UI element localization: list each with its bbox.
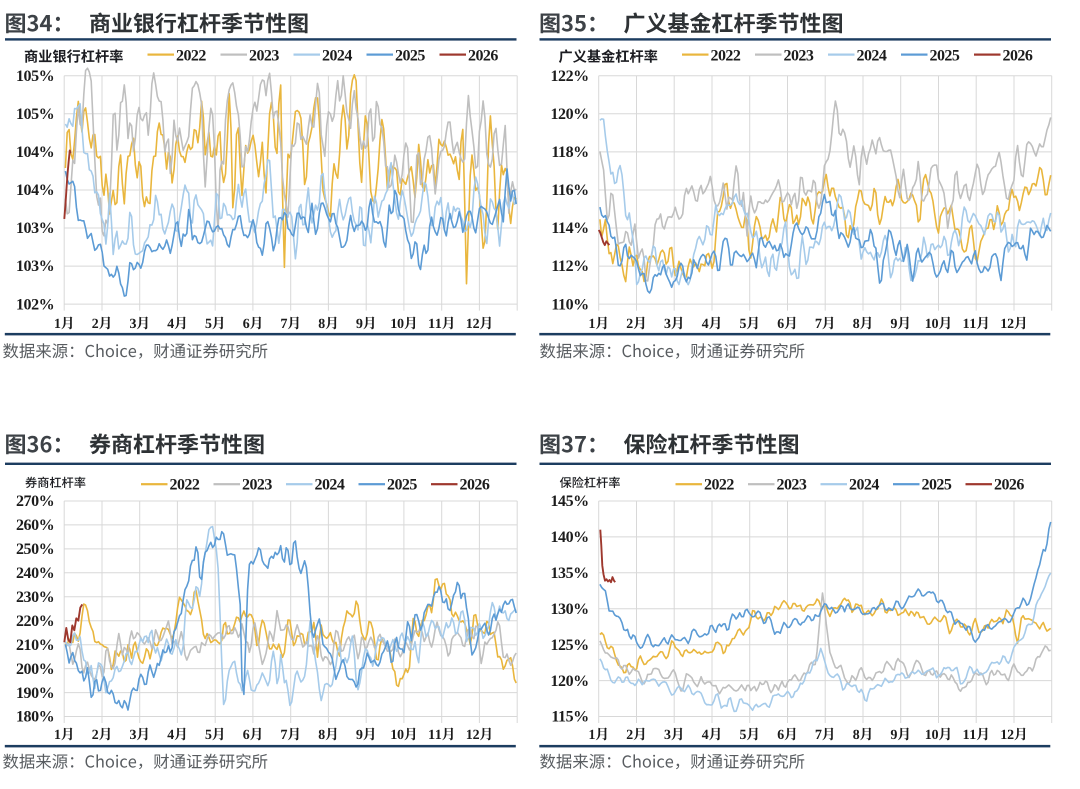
svg-text:230%: 230% [16, 589, 54, 606]
svg-text:145%: 145% [550, 493, 588, 510]
svg-text:2025: 2025 [922, 477, 952, 494]
svg-text:114%: 114% [551, 220, 588, 237]
svg-text:2026: 2026 [994, 477, 1024, 494]
svg-text:2026: 2026 [468, 47, 498, 64]
svg-text:210%: 210% [16, 637, 54, 654]
svg-text:220%: 220% [16, 613, 54, 630]
svg-text:2025: 2025 [395, 47, 425, 64]
svg-text:2023: 2023 [784, 47, 814, 64]
svg-text:112%: 112% [551, 258, 588, 275]
svg-text:110%: 110% [551, 296, 588, 313]
svg-text:140%: 140% [550, 529, 588, 546]
svg-text:104%: 104% [16, 182, 54, 199]
svg-text:2023: 2023 [249, 47, 279, 64]
svg-text:118%: 118% [551, 144, 588, 161]
svg-text:2022: 2022 [711, 47, 741, 64]
svg-text:120%: 120% [550, 673, 588, 690]
svg-text:190%: 190% [16, 685, 54, 702]
svg-text:2026: 2026 [1003, 47, 1033, 64]
svg-text:2025: 2025 [930, 47, 960, 64]
svg-text:240%: 240% [16, 565, 54, 582]
svg-text:200%: 200% [16, 661, 54, 678]
svg-text:135%: 135% [550, 565, 588, 582]
svg-text:2024: 2024 [849, 477, 879, 494]
svg-text:130%: 130% [550, 601, 588, 618]
svg-text:115%: 115% [551, 709, 588, 726]
svg-text:2024: 2024 [322, 47, 352, 64]
svg-text:104%: 104% [16, 144, 54, 161]
svg-text:2023: 2023 [242, 477, 272, 494]
svg-text:2022: 2022 [170, 477, 200, 494]
svg-text:105%: 105% [16, 68, 54, 85]
svg-text:120%: 120% [550, 106, 588, 123]
svg-text:2022: 2022 [704, 477, 734, 494]
svg-text:103%: 103% [16, 220, 54, 237]
svg-text:105%: 105% [16, 106, 54, 123]
svg-text:2025: 2025 [387, 477, 417, 494]
svg-text:260%: 260% [16, 517, 54, 534]
svg-text:2023: 2023 [777, 477, 807, 494]
svg-text:102%: 102% [16, 296, 54, 313]
svg-text:125%: 125% [550, 637, 588, 654]
svg-text:2022: 2022 [176, 47, 206, 64]
svg-text:2024: 2024 [315, 477, 345, 494]
svg-text:122%: 122% [550, 68, 588, 85]
svg-text:116%: 116% [551, 182, 588, 199]
svg-text:2026: 2026 [460, 477, 490, 494]
svg-text:250%: 250% [16, 541, 54, 558]
svg-text:270%: 270% [16, 493, 54, 510]
svg-text:103%: 103% [16, 258, 54, 275]
svg-text:180%: 180% [16, 709, 54, 726]
svg-text:2024: 2024 [857, 47, 887, 64]
